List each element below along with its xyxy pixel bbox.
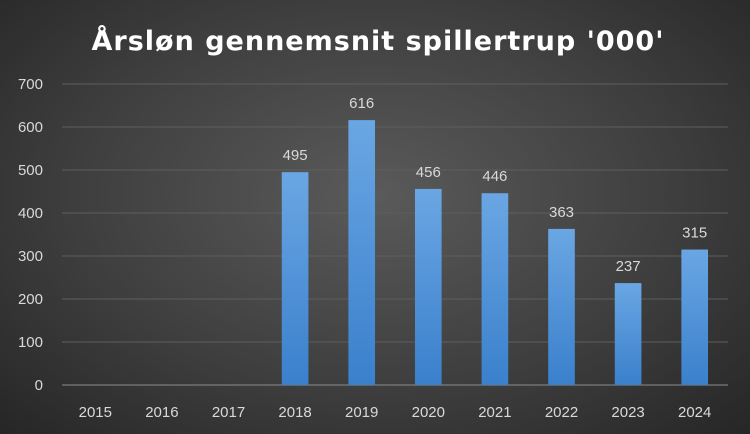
gridlines [62, 83, 728, 386]
x-tick-label: 2022 [545, 404, 578, 421]
bar [481, 193, 509, 385]
x-tick-label: 2020 [412, 404, 445, 421]
bar [548, 228, 575, 385]
x-tick-label: 2024 [678, 404, 711, 421]
x-tick-label: 2017 [212, 404, 245, 421]
bar [348, 120, 376, 386]
y-tick-label: 600 [18, 119, 43, 136]
data-label: 616 [349, 95, 374, 112]
y-tick-label: 100 [18, 334, 43, 351]
y-tick-label: 300 [18, 248, 43, 265]
x-tick-label: 2023 [611, 404, 644, 421]
bar [614, 283, 642, 385]
y-tick-label: 700 [18, 76, 43, 93]
x-tick-label: 2016 [145, 404, 178, 421]
y-axis: 0 100 200 300 400 500 600 700 [18, 76, 43, 394]
x-tick-label: 2021 [478, 404, 511, 421]
data-label: 495 [283, 147, 308, 164]
bar [281, 172, 309, 385]
data-label: 315 [682, 225, 707, 242]
bar [681, 249, 709, 385]
y-tick-label: 0 [35, 377, 43, 394]
bars [281, 120, 709, 386]
x-tick-label: 2019 [345, 404, 378, 421]
x-axis: 2015 2016 2017 2018 2019 2020 2021 2022 2023 2024 [79, 404, 712, 421]
x-tick-label: 2018 [278, 404, 311, 421]
data-label: 237 [616, 258, 641, 275]
data-label: 363 [549, 204, 574, 221]
y-tick-label: 500 [18, 162, 43, 179]
data-label: 446 [482, 168, 507, 185]
data-label: 456 [416, 164, 441, 181]
data-labels: 495 616 456 446 363 237 315 [283, 95, 708, 275]
y-tick-label: 400 [18, 205, 43, 222]
bar [414, 188, 442, 385]
y-tick-label: 200 [18, 291, 43, 308]
x-tick-label: 2015 [79, 404, 112, 421]
chart-title: Årsløn gennemsnit spillertrup '000' [92, 25, 665, 57]
